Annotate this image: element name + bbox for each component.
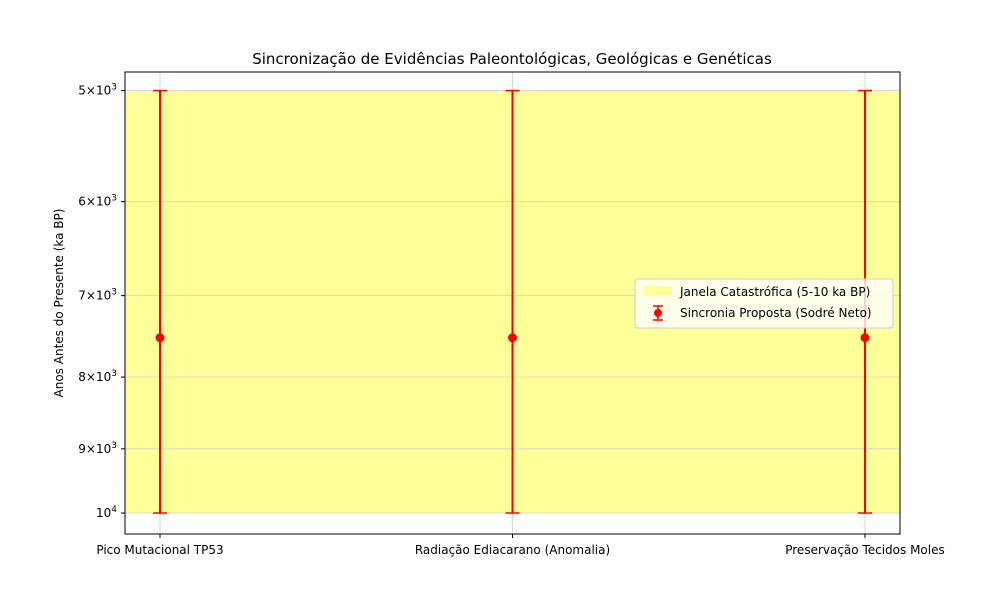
data-point [860, 333, 870, 343]
chart-title: Sincronização de Evidências Paleontológi… [252, 50, 772, 68]
x-tick-label: Preservação Tecidos Moles [785, 543, 945, 557]
y-tick-label: 5×103 [78, 83, 117, 98]
legend-label-window: Janela Catastrófica (5-10 ka BP) [679, 285, 870, 299]
y-tick-label: 7×103 [78, 288, 117, 303]
legend-label-series: Sincronia Proposta (Sodré Neto) [680, 306, 872, 320]
y-tick-label: 6×103 [78, 194, 117, 209]
axes: 5×103 6×103 7×103 8×103 9×103 104 Pico Mutacio… [78, 71, 945, 557]
y-tick-label: 8×103 [78, 369, 117, 384]
y-tick-label: 9×103 [78, 441, 117, 456]
legend-swatch-window [644, 286, 672, 296]
y-axis-label: Anos Antes do Presente (ka BP) [52, 209, 66, 398]
x-tick-label: Radiação Ediacarano (Anomalia) [415, 543, 610, 557]
legend-marker [654, 309, 662, 317]
y-tick-label: 104 [96, 505, 117, 520]
data-point [508, 333, 517, 343]
x-tick-label: Pico Mutacional TP53 [96, 543, 223, 557]
data-point [155, 333, 165, 343]
legend-box [634, 278, 894, 329]
legend: Janela Catastrófica (5-10 ka BP) Sincroni… [634, 278, 894, 329]
